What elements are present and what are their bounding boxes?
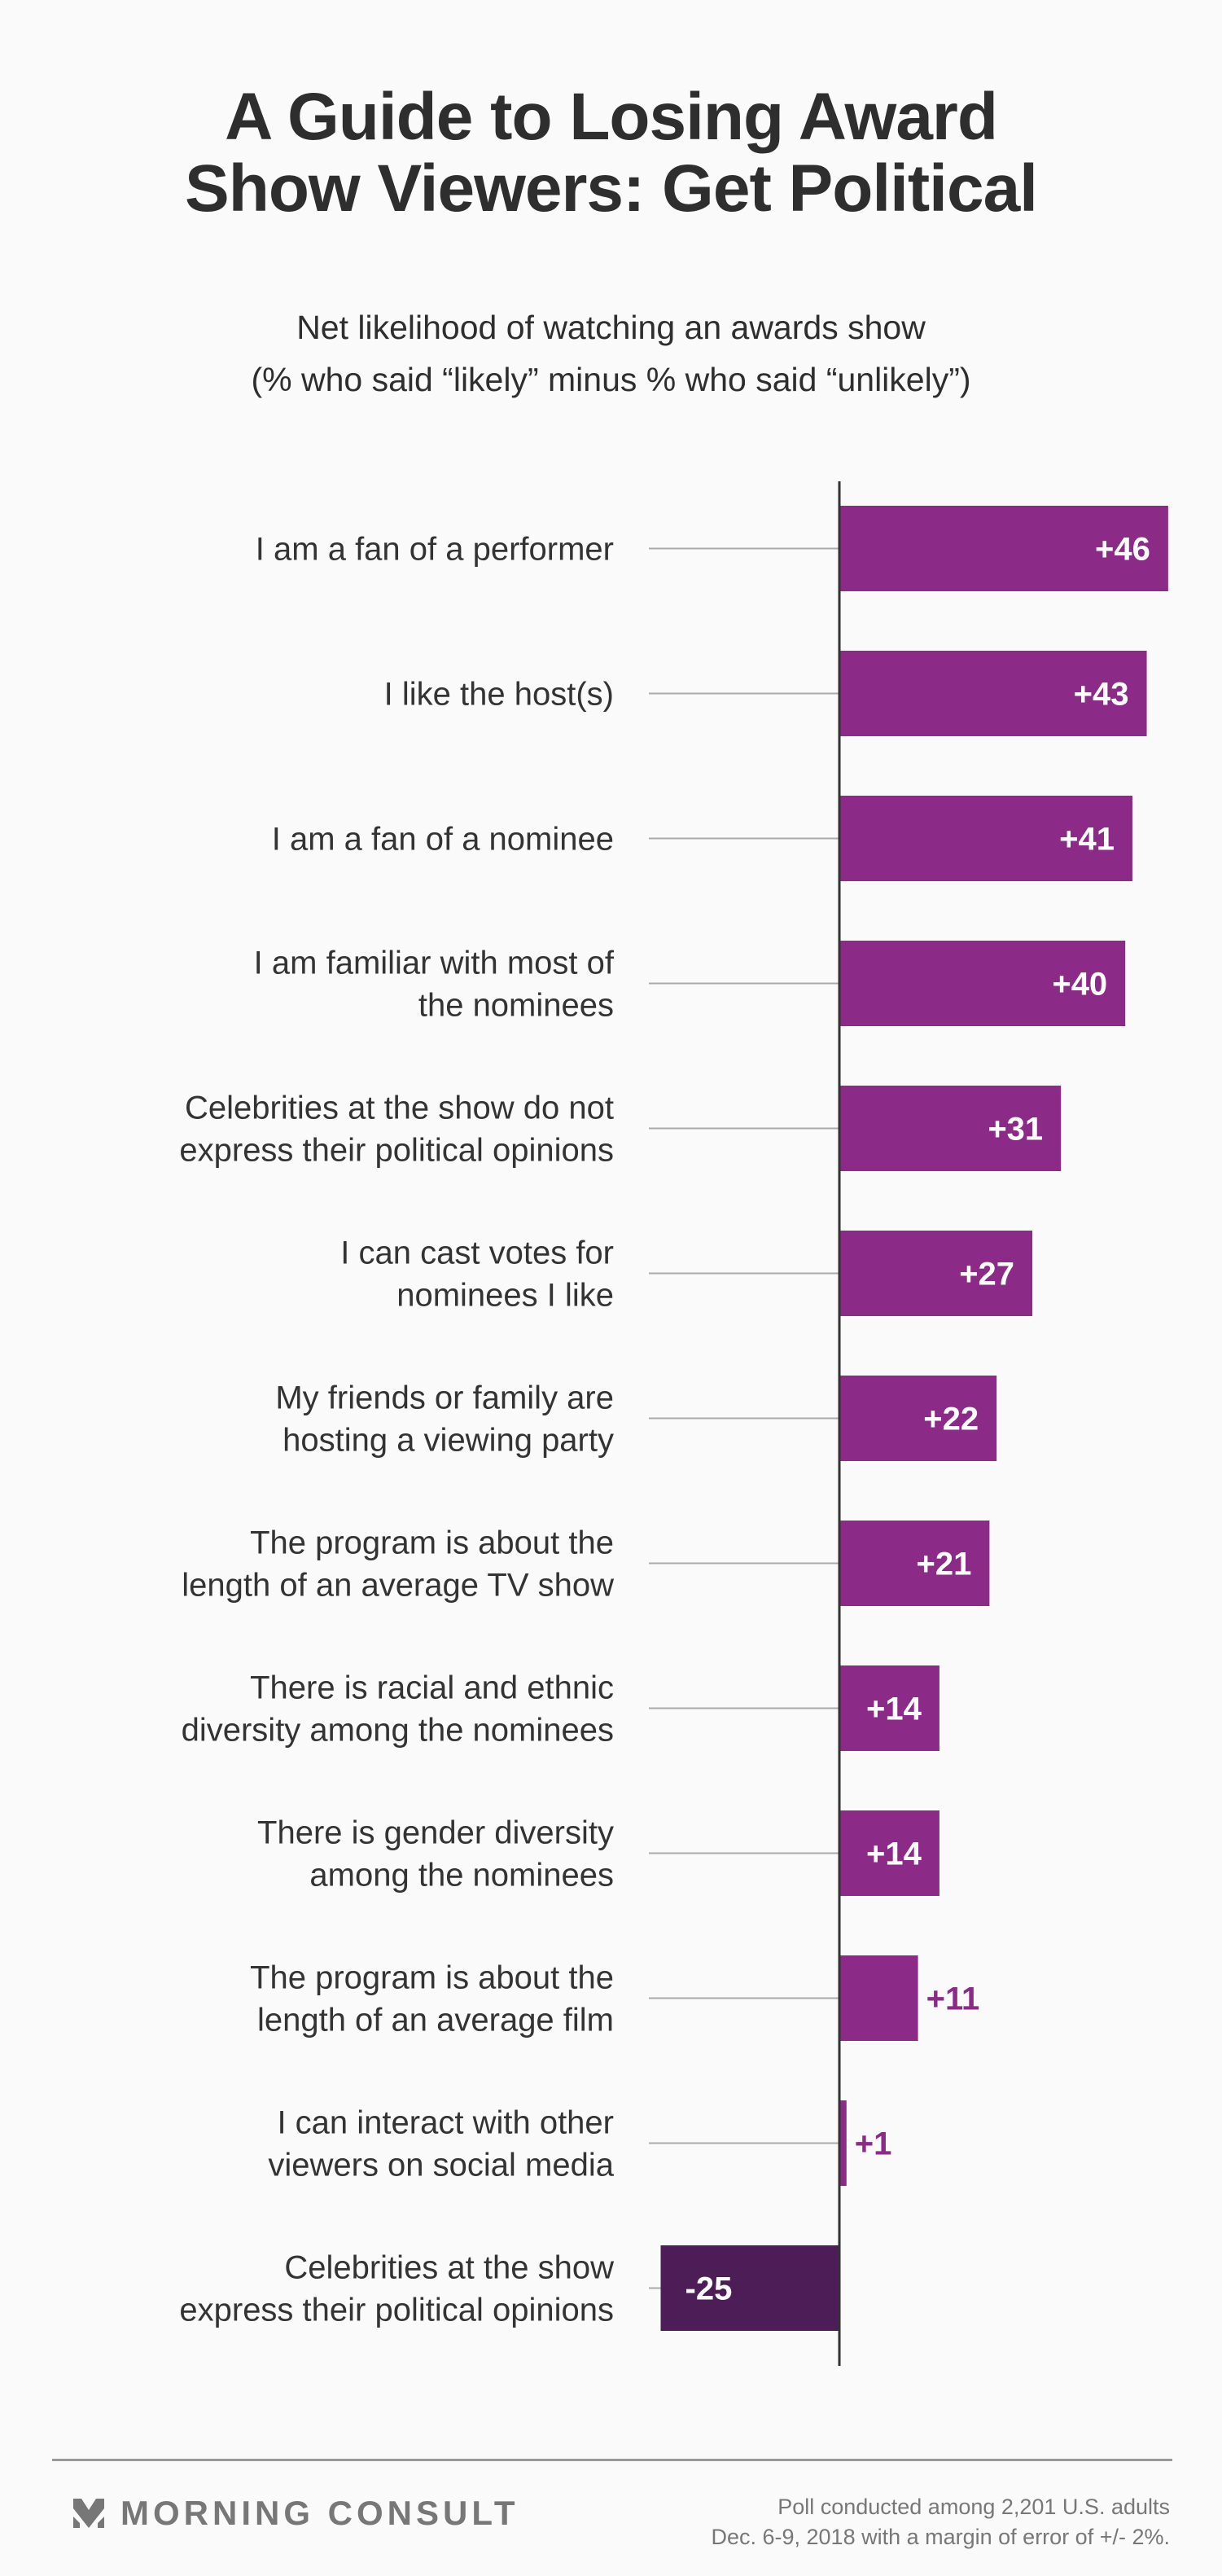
category-label: among the nominees (309, 1858, 614, 1894)
value-label: +1 (855, 2126, 892, 2162)
category-label: I can cast votes for (340, 1235, 614, 1271)
bar (839, 1521, 990, 1606)
bar (839, 2100, 847, 2186)
category-label: I am a fan of a performer (256, 532, 614, 568)
value-label: +11 (926, 1981, 980, 2017)
value-label: +14 (866, 1837, 922, 1872)
category-label: express their political opinions (179, 1133, 614, 1169)
title-line-1: A Guide to Losing Award (225, 80, 998, 154)
value-label: +40 (1052, 967, 1107, 1003)
bar (839, 1665, 939, 1751)
subtitle-line-1: Net likelihood of watching an awards sho… (296, 309, 926, 346)
category-label: My friends or family are (275, 1380, 614, 1416)
bar (839, 796, 1132, 881)
bar (839, 1955, 918, 2041)
category-label: nominees I like (396, 1278, 614, 1314)
category-label: length of an average TV show (182, 1568, 614, 1604)
bar (839, 1810, 939, 1896)
category-label: Celebrities at the show (284, 2250, 614, 2286)
category-label: I am familiar with most of (254, 946, 615, 981)
category-label: I like the host(s) (384, 677, 614, 713)
category-label: There is racial and ethnic (250, 1670, 614, 1706)
category-label: The program is about the (250, 1960, 614, 1996)
title-line-2: Show Viewers: Get Political (185, 151, 1038, 226)
value-label: +21 (917, 1547, 972, 1582)
category-label: The program is about the (250, 1525, 614, 1561)
value-label: -25 (685, 2271, 733, 2307)
category-label: I am a fan of a nominee (272, 822, 614, 858)
category-label: viewers on social media (268, 2148, 614, 2183)
morning-consult-m-icon (73, 2499, 104, 2528)
value-label: +14 (866, 1692, 922, 1727)
bar (839, 1376, 997, 1461)
note-line-1: Poll conducted among 2,201 U.S. adults (777, 2495, 1170, 2519)
category-label: Celebrities at the show do not (185, 1091, 614, 1126)
category-label: length of an average film (257, 2003, 614, 2038)
bar (839, 1231, 1033, 1316)
bar (839, 651, 1147, 736)
bar (660, 2245, 839, 2331)
bar (839, 941, 1126, 1026)
bar (839, 1086, 1062, 1171)
value-label: +41 (1059, 822, 1115, 858)
bar-chart: I am a fan of a performer +46 I like the h… (179, 481, 1168, 2366)
subtitle-line-2: (% who said “likely” minus % who said “u… (251, 361, 971, 398)
note-line-2: Dec. 6-9, 2018 with a margin of error of… (711, 2525, 1170, 2549)
morning-consult-logo: MORNING CONSULT (73, 2494, 519, 2533)
methodology-note: Poll conducted among 2,201 U.S. adults D… (711, 2492, 1170, 2552)
brand-name: MORNING CONSULT (120, 2494, 519, 2532)
value-label: +43 (1074, 677, 1129, 713)
value-label: +22 (923, 1402, 979, 1437)
category-label: the nominees (418, 988, 614, 1024)
category-label: diversity among the nominees (182, 1713, 614, 1749)
bar (839, 506, 1168, 591)
footer-divider (52, 2459, 1172, 2461)
category-label: hosting a viewing party (283, 1423, 614, 1459)
category-label: express their political opinions (179, 2293, 614, 2328)
chart-subtitle: Net likelihood of watching an awards sho… (0, 301, 1222, 406)
value-label: +46 (1095, 532, 1150, 568)
chart-title: A Guide to Losing Award Show Viewers: Ge… (0, 81, 1222, 225)
category-label: I can interact with other (277, 2105, 614, 2141)
category-label: There is gender diversity (257, 1815, 614, 1851)
value-label: +27 (959, 1257, 1014, 1292)
value-label: +31 (988, 1112, 1043, 1148)
